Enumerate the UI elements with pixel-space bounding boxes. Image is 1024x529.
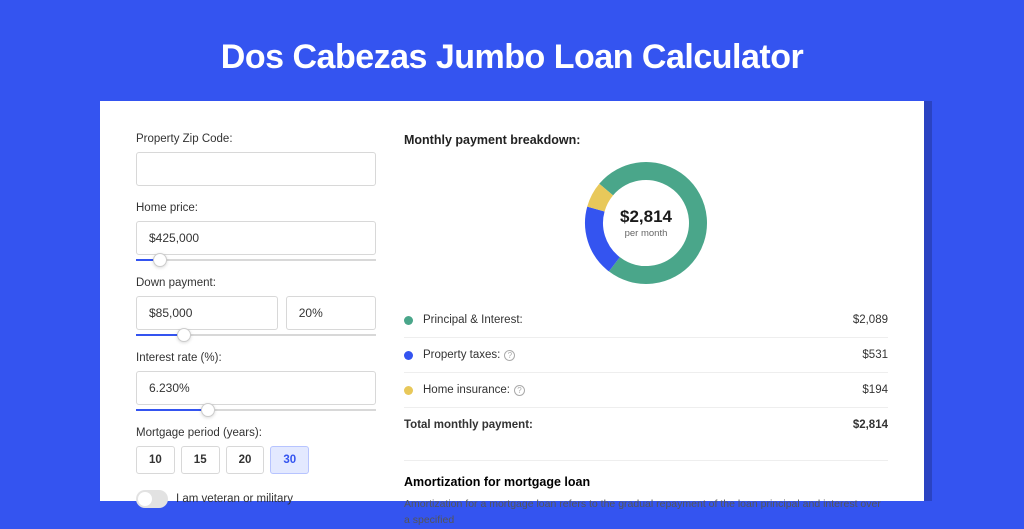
period-options: 10152030 bbox=[136, 446, 376, 474]
legend-row-2: Home insurance:?$194 bbox=[404, 372, 888, 407]
legend-row-0: Principal & Interest:$2,089 bbox=[404, 303, 888, 337]
legend-dot bbox=[404, 351, 413, 360]
veteran-row: I am veteran or military bbox=[136, 490, 376, 508]
zip-label: Property Zip Code: bbox=[136, 133, 376, 145]
amortization-text: Amortization for a mortgage loan refers … bbox=[404, 497, 888, 529]
zip-field: Property Zip Code: bbox=[136, 133, 376, 186]
down-payment-field: Down payment: bbox=[136, 277, 376, 336]
veteran-label: I am veteran or military bbox=[176, 493, 293, 505]
interest-label: Interest rate (%): bbox=[136, 352, 376, 364]
info-icon[interactable]: ? bbox=[514, 385, 525, 396]
legend: Principal & Interest:$2,089Property taxe… bbox=[404, 303, 888, 407]
down-payment-pct-input[interactable] bbox=[286, 296, 376, 330]
period-label: Mortgage period (years): bbox=[136, 427, 376, 439]
results-panel: Monthly payment breakdown: $2,814 per mo… bbox=[404, 133, 888, 501]
interest-slider[interactable] bbox=[136, 409, 376, 411]
donut-sublabel: per month bbox=[620, 228, 672, 239]
period-option-15[interactable]: 15 bbox=[181, 446, 220, 474]
legend-dot bbox=[404, 316, 413, 325]
info-icon[interactable]: ? bbox=[504, 350, 515, 361]
legend-value: $2,089 bbox=[853, 314, 888, 326]
page-title: Dos Cabezas Jumbo Loan Calculator bbox=[0, 0, 1024, 101]
home-price-input[interactable] bbox=[136, 221, 376, 255]
calculator-card: Property Zip Code: Home price: Down paym… bbox=[100, 101, 924, 501]
legend-label: Property taxes:? bbox=[423, 349, 862, 361]
legend-label: Home insurance:? bbox=[423, 384, 862, 396]
breakdown-title: Monthly payment breakdown: bbox=[404, 133, 888, 147]
interest-input[interactable] bbox=[136, 371, 376, 405]
interest-field: Interest rate (%): bbox=[136, 352, 376, 411]
period-option-10[interactable]: 10 bbox=[136, 446, 175, 474]
period-field: Mortgage period (years): 10152030 bbox=[136, 427, 376, 474]
total-row: Total monthly payment: $2,814 bbox=[404, 407, 888, 442]
down-payment-slider[interactable] bbox=[136, 334, 376, 336]
legend-value: $531 bbox=[862, 349, 888, 361]
total-value: $2,814 bbox=[853, 419, 888, 431]
donut-amount: $2,814 bbox=[620, 207, 672, 227]
amortization-title: Amortization for mortgage loan bbox=[404, 460, 888, 489]
legend-label: Principal & Interest: bbox=[423, 314, 853, 326]
total-label: Total monthly payment: bbox=[404, 419, 853, 431]
home-price-label: Home price: bbox=[136, 202, 376, 214]
period-option-20[interactable]: 20 bbox=[226, 446, 265, 474]
legend-row-1: Property taxes:?$531 bbox=[404, 337, 888, 372]
down-payment-label: Down payment: bbox=[136, 277, 376, 289]
legend-dot bbox=[404, 386, 413, 395]
home-price-field: Home price: bbox=[136, 202, 376, 261]
home-price-slider[interactable] bbox=[136, 259, 376, 261]
toggle-knob bbox=[138, 492, 152, 506]
down-payment-input[interactable] bbox=[136, 296, 278, 330]
veteran-toggle[interactable] bbox=[136, 490, 168, 508]
payment-donut-chart: $2,814 per month bbox=[584, 161, 708, 285]
period-option-30[interactable]: 30 bbox=[270, 446, 309, 474]
input-panel: Property Zip Code: Home price: Down paym… bbox=[136, 133, 376, 501]
zip-input[interactable] bbox=[136, 152, 376, 186]
legend-value: $194 bbox=[862, 384, 888, 396]
